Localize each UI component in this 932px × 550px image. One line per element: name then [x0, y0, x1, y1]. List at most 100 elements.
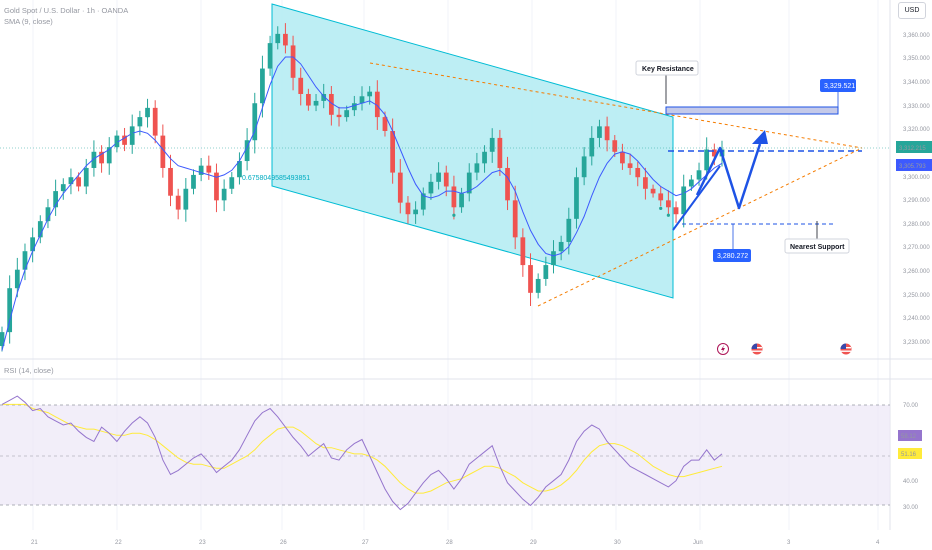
- candle: [145, 98, 150, 128]
- candle: [505, 156, 510, 211]
- signal-dot: [659, 206, 663, 210]
- candle-body: [688, 179, 694, 187]
- sma-price-label: 3,305.793: [899, 164, 926, 170]
- candle-body: [443, 172, 449, 187]
- candle: [528, 253, 533, 307]
- projection-path: [695, 143, 762, 210]
- candle-body: [328, 93, 334, 115]
- symbol-title[interactable]: Gold Spot / U.S. Dollar · 1h · OANDA: [4, 6, 129, 15]
- rsi-value-tag: [898, 430, 922, 441]
- candle-body: [673, 207, 679, 215]
- rsi-band: [0, 405, 890, 505]
- last-price-tag: [896, 141, 932, 153]
- nearest-support-label: Nearest Support: [790, 244, 845, 251]
- triangle-upper-line: [369, 62, 863, 149]
- candle-body: [520, 237, 526, 266]
- candle: [466, 163, 472, 202]
- candle: [543, 256, 549, 286]
- candle-body: [574, 177, 579, 219]
- candle-body: [91, 151, 97, 168]
- candle-body: [543, 265, 549, 279]
- rsi-ma-value-label: 51.16: [901, 452, 917, 458]
- candle: [298, 67, 304, 106]
- nearest-support-callout: [784, 238, 850, 254]
- candle: [198, 158, 204, 182]
- candle-body: [7, 288, 13, 333]
- candle: [206, 155, 212, 180]
- candle: [68, 168, 74, 195]
- candle-body: [145, 107, 150, 118]
- descending-channel[interactable]: [271, 3, 674, 299]
- candle-body: [214, 172, 219, 201]
- candle-body: [489, 137, 495, 152]
- candle-body: [244, 140, 250, 162]
- candle-body: [252, 103, 258, 141]
- candle: [666, 190, 671, 215]
- candle: [244, 128, 250, 171]
- rsi-value-label: 58.12: [901, 434, 917, 440]
- y-tick-label: 3,280.000: [903, 222, 930, 228]
- signal-dot: [682, 192, 686, 197]
- candle: [359, 86, 365, 111]
- candle: [643, 167, 648, 200]
- price-ticks: 3,360.000 3,350.000 3,340.000 3,330.000 …: [903, 33, 930, 346]
- candle: [574, 167, 579, 229]
- y-tick-label: 3,260.000: [903, 269, 930, 275]
- candle-body: [681, 186, 687, 215]
- support-price-label: 3,280.272: [717, 253, 748, 260]
- y-tick-label: 3,330.000: [903, 104, 930, 110]
- candle: [604, 116, 610, 152]
- candle-body: [114, 135, 120, 148]
- signal-dot: [115, 142, 119, 146]
- candle: [214, 163, 219, 213]
- candle: [673, 201, 679, 223]
- rsi-ticks: 70.00 40.00 30.00: [903, 403, 919, 511]
- us-flag-icon[interactable]: [751, 343, 763, 355]
- us-flag-icon[interactable]: [840, 343, 852, 355]
- candle-body: [558, 241, 564, 252]
- lightning-icon[interactable]: [717, 343, 729, 355]
- candle: [367, 86, 373, 105]
- candle-body: [160, 135, 166, 168]
- candle: [229, 172, 235, 194]
- candle-body: [76, 177, 81, 187]
- x-tick-label: 21: [31, 540, 38, 546]
- candle: [436, 162, 441, 190]
- candle-body: [643, 177, 648, 189]
- candle: [114, 130, 120, 153]
- candle: [22, 243, 28, 281]
- candle: [558, 235, 564, 261]
- candle-body: [390, 130, 396, 173]
- sma-legend[interactable]: SMA (9, close): [4, 17, 53, 26]
- rsi-legend[interactable]: RSI (14, close): [4, 366, 54, 375]
- candle-body: [658, 193, 664, 201]
- candle-body: [711, 149, 717, 157]
- candle-body: [14, 269, 20, 289]
- y-tick-label: 3,270.000: [903, 245, 930, 251]
- candle: [658, 186, 664, 207]
- candle-body: [152, 107, 158, 136]
- candle-body: [512, 200, 518, 238]
- candle-body: [474, 163, 480, 173]
- currency-button[interactable]: USD: [898, 2, 926, 19]
- candle-body: [405, 202, 411, 215]
- candle: [650, 184, 656, 198]
- candle-body: [313, 100, 319, 106]
- x-tick-label: 3: [787, 540, 791, 546]
- triangle-lower-line: [537, 147, 863, 307]
- last-price-tags: 3,312.215 3,305.793: [896, 141, 932, 171]
- candle-body: [183, 188, 189, 210]
- candle-body: [627, 163, 633, 168]
- y-tick-label: 3,360.000: [903, 33, 930, 39]
- candle-body: [0, 332, 5, 346]
- x-tick-label: 4: [876, 540, 880, 546]
- y-tick-label: 3,320.000: [903, 127, 930, 133]
- signal-dot: [666, 213, 670, 217]
- candle: [168, 154, 173, 207]
- candle-body: [298, 77, 304, 94]
- candle-body: [168, 167, 173, 196]
- key-resistance-zone[interactable]: [665, 106, 839, 115]
- signal-dot: [130, 132, 134, 136]
- resistance-price-label: 3,329.521: [824, 83, 855, 90]
